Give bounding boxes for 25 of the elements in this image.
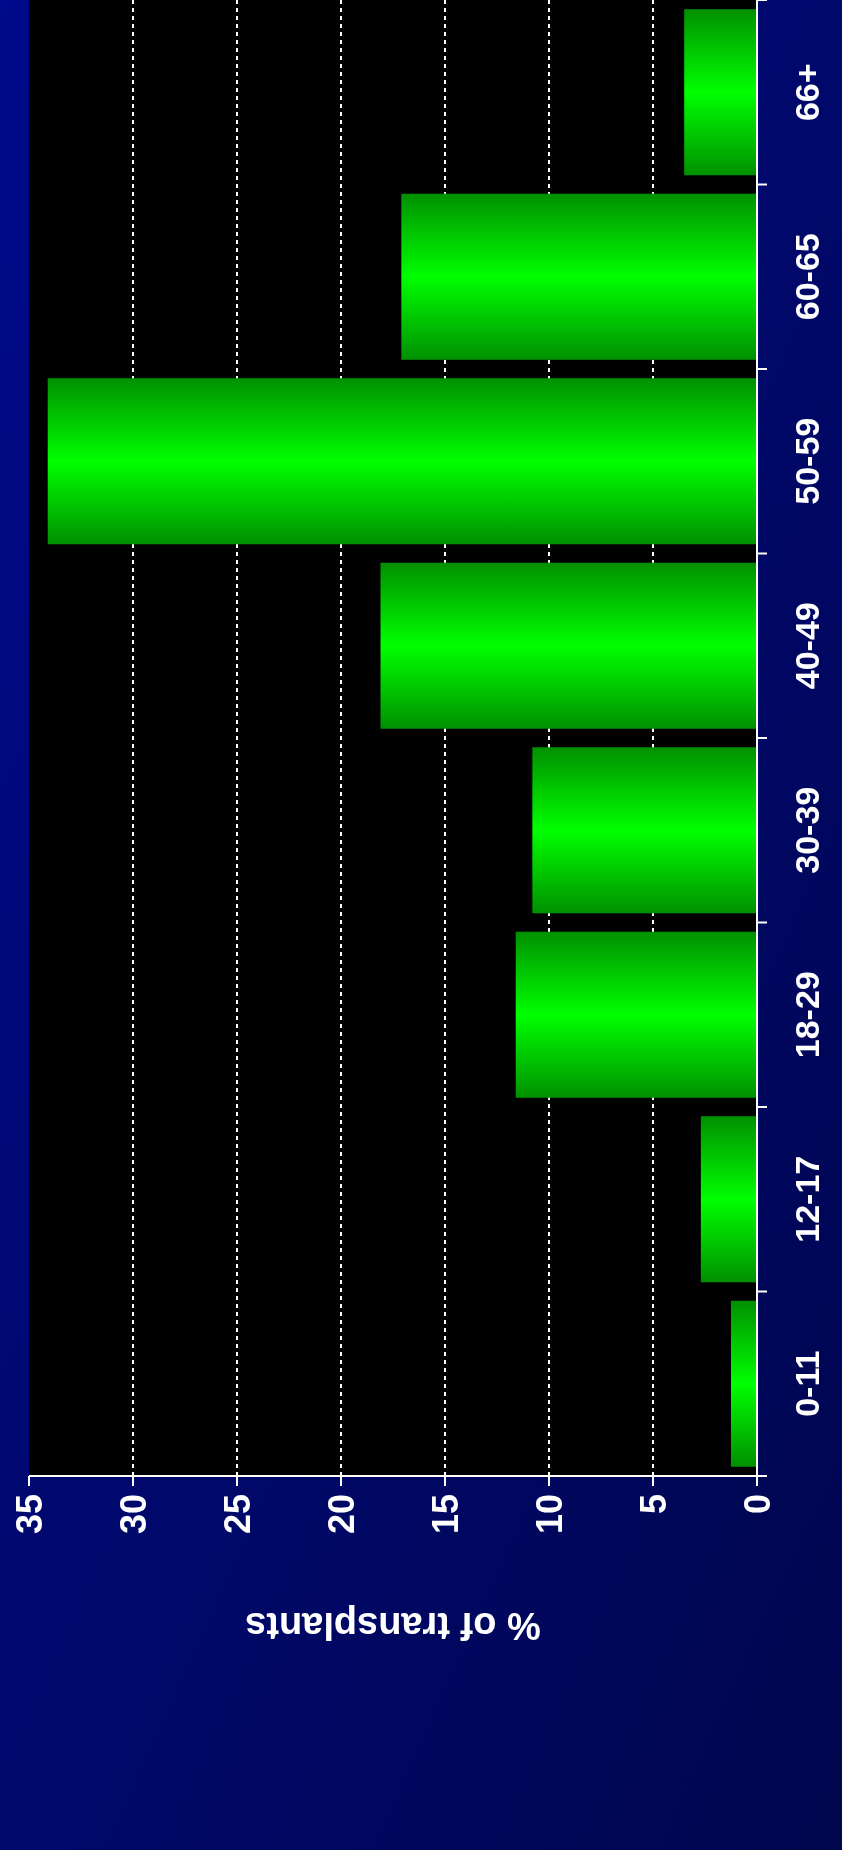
x-tick-label: 25 <box>216 1494 258 1535</box>
bar <box>515 931 757 1098</box>
x-tick-label: 10 <box>528 1494 570 1535</box>
bar <box>684 9 757 176</box>
y-tick-label: 12-17 <box>787 1155 826 1243</box>
y-tick-label: 66+ <box>787 63 826 122</box>
y-tick-label: 50-59 <box>787 417 826 505</box>
x-tick-label: 20 <box>320 1494 362 1535</box>
y-tick-label: 60-65 <box>787 233 826 321</box>
x-axis-title: % of transplants <box>245 1604 541 1647</box>
y-tick-label: 18-29 <box>787 971 826 1059</box>
bar <box>532 747 757 914</box>
bar <box>401 193 757 360</box>
x-tick-label: 5 <box>632 1494 674 1515</box>
y-tick-label: 30-39 <box>787 786 826 874</box>
bar <box>731 1300 757 1467</box>
bar <box>700 1116 757 1283</box>
x-tick-label: 35 <box>8 1494 50 1535</box>
y-tick-label: 0-11 <box>787 1350 826 1417</box>
y-tick-label: 40-49 <box>787 602 826 690</box>
bar <box>380 562 757 729</box>
x-tick-label: 30 <box>112 1494 154 1535</box>
x-tick-label: 0 <box>736 1494 778 1515</box>
bar <box>47 378 757 545</box>
x-tick-label: 15 <box>424 1494 466 1535</box>
